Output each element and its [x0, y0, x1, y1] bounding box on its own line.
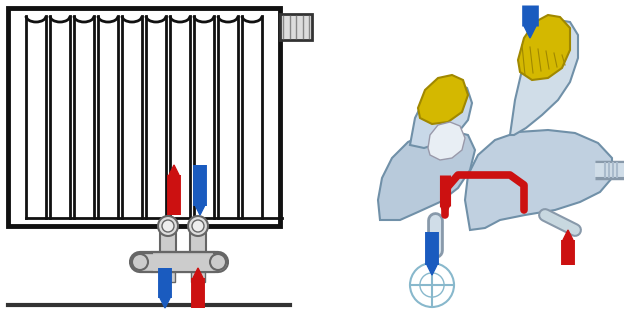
Polygon shape: [427, 265, 437, 275]
Bar: [8, 8, 280, 226]
Circle shape: [132, 254, 148, 270]
Polygon shape: [524, 26, 536, 38]
Polygon shape: [510, 20, 578, 135]
Polygon shape: [160, 298, 170, 308]
Polygon shape: [169, 165, 179, 175]
Bar: [152, 252, 214, 272]
Polygon shape: [518, 15, 570, 80]
Polygon shape: [418, 75, 468, 124]
Bar: [160, 226, 176, 260]
Bar: [190, 226, 206, 260]
Polygon shape: [563, 230, 573, 240]
Polygon shape: [428, 122, 465, 160]
Polygon shape: [378, 130, 475, 220]
Polygon shape: [441, 206, 449, 215]
Circle shape: [162, 220, 174, 232]
Polygon shape: [195, 206, 205, 215]
Bar: [191, 272, 205, 282]
Circle shape: [210, 254, 226, 270]
Polygon shape: [410, 82, 472, 148]
Bar: [280, 14, 312, 40]
Circle shape: [188, 216, 208, 236]
Polygon shape: [465, 130, 612, 230]
Circle shape: [158, 216, 178, 236]
Circle shape: [192, 220, 204, 232]
Polygon shape: [193, 268, 203, 278]
Bar: [161, 272, 175, 282]
